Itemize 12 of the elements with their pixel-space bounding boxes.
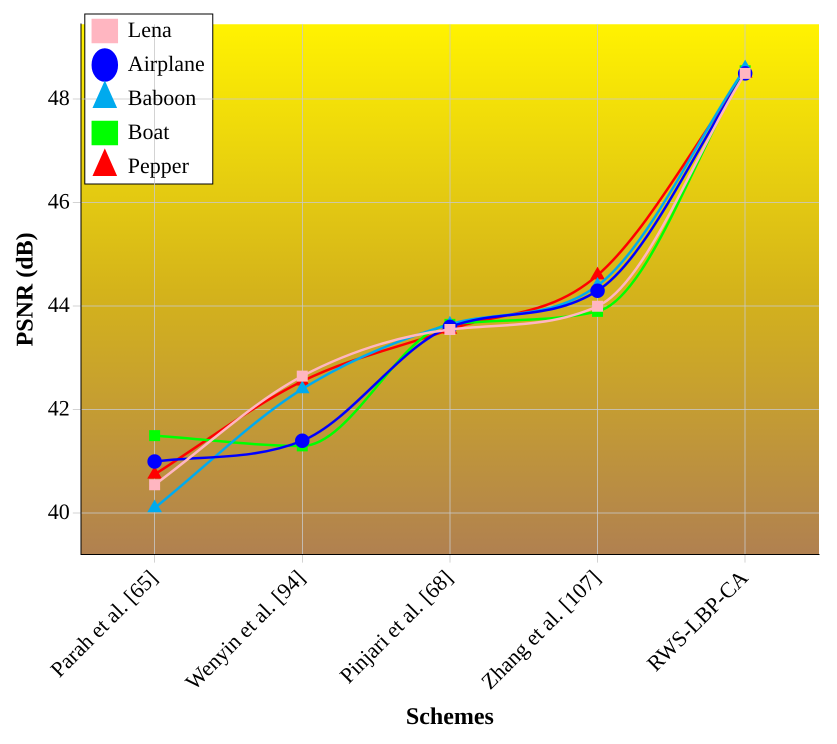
y-tick-label: 40 [48,498,70,524]
y-tick-label: 42 [48,395,70,420]
y-tick-label: 44 [48,292,70,318]
legend-label: Lena [128,16,172,42]
y-axis-title: PSNR (dB) [12,232,39,346]
legend-label: Airplane [128,50,205,76]
legend-label: Boat [128,118,170,144]
y-tick-label: 46 [48,188,70,214]
legend-label: Pepper [128,152,190,178]
x-axis-title: Schemes [406,704,494,730]
y-tick-label: 48 [48,85,70,110]
legend-label: Baboon [128,84,196,110]
